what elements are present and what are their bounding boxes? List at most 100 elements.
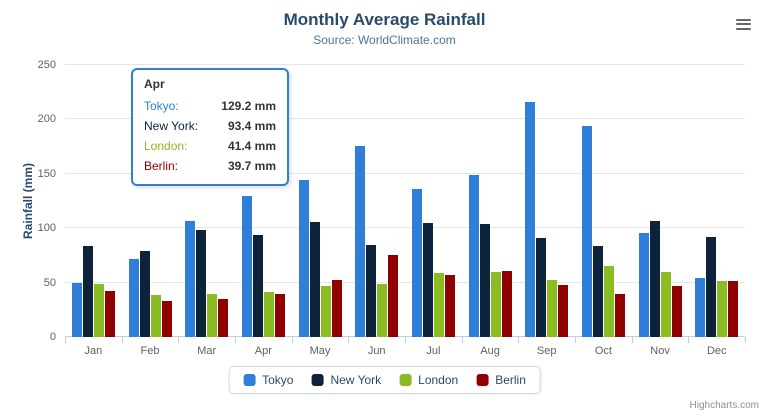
bar-berlin-jun[interactable] bbox=[388, 254, 399, 337]
y-axis-label: 150 bbox=[37, 167, 56, 180]
bar-new-york-may[interactable] bbox=[309, 221, 320, 337]
bar-tokyo-jan[interactable] bbox=[71, 282, 82, 337]
bar-london-jan[interactable] bbox=[93, 283, 104, 337]
bar-berlin-nov[interactable] bbox=[671, 286, 682, 337]
tooltip-rows: Tokyo: 129.2 mm New York: 93.4 mm London: 41.… bbox=[144, 96, 276, 176]
bar-london-aug[interactable] bbox=[490, 272, 501, 337]
bar-berlin-jan[interactable] bbox=[104, 290, 115, 337]
x-axis-tick bbox=[461, 337, 463, 343]
bar-berlin-may[interactable] bbox=[331, 279, 342, 337]
legend: Tokyo New York London Berlin bbox=[228, 366, 541, 394]
bar-tokyo-nov[interactable] bbox=[638, 233, 649, 337]
bar-london-nov[interactable] bbox=[660, 272, 671, 337]
bar-new-york-sep[interactable] bbox=[536, 237, 547, 337]
bar-group-sep bbox=[518, 65, 575, 337]
grid-line bbox=[65, 336, 745, 337]
credits-link[interactable]: Highcharts.com bbox=[689, 400, 759, 411]
bar-new-york-jul[interactable] bbox=[422, 222, 433, 337]
tooltip-series-value: 39.7 mm bbox=[227, 159, 276, 173]
bar-berlin-oct[interactable] bbox=[614, 294, 625, 337]
grid-line bbox=[65, 227, 745, 229]
bar-berlin-jul[interactable] bbox=[444, 274, 455, 337]
hamburger-icon bbox=[736, 18, 751, 30]
legend-item-new-york[interactable]: New York bbox=[311, 373, 381, 387]
bar-london-apr[interactable] bbox=[263, 291, 274, 337]
bar-london-jun[interactable] bbox=[377, 284, 388, 337]
tooltip-series-label: London: bbox=[144, 139, 188, 153]
y-axis-label: 250 bbox=[37, 59, 56, 71]
bar-tokyo-apr[interactable] bbox=[241, 196, 252, 337]
bar-new-york-dec[interactable] bbox=[706, 236, 717, 337]
grid-line bbox=[65, 118, 745, 120]
bar-group-may bbox=[292, 65, 349, 337]
legend-label: Berlin bbox=[495, 373, 526, 387]
bar-tokyo-aug[interactable] bbox=[468, 175, 479, 337]
chart-subtitle: Source: WorldClimate.com bbox=[313, 33, 456, 47]
bar-berlin-dec[interactable] bbox=[728, 281, 739, 337]
bar-new-york-oct[interactable] bbox=[592, 246, 603, 337]
bar-new-york-feb[interactable] bbox=[139, 251, 150, 337]
x-axis-label: Jan bbox=[84, 345, 103, 357]
legend-item-london[interactable]: London bbox=[399, 373, 458, 387]
bar-london-sep[interactable] bbox=[547, 280, 558, 337]
grid-line bbox=[65, 172, 745, 174]
bar-berlin-aug[interactable] bbox=[501, 271, 512, 337]
tooltip-series-value: 93.4 mm bbox=[227, 119, 276, 133]
grid-line bbox=[65, 281, 745, 283]
legend-label: New York bbox=[330, 373, 382, 387]
bar-berlin-feb[interactable] bbox=[161, 300, 172, 337]
bar-groups bbox=[65, 65, 745, 337]
x-axis-label: Nov bbox=[650, 345, 670, 357]
bar-london-feb[interactable] bbox=[150, 294, 161, 337]
bar-new-york-jun[interactable] bbox=[366, 245, 377, 337]
y-axis-label: 200 bbox=[37, 113, 56, 126]
bar-tokyo-oct[interactable] bbox=[581, 125, 592, 337]
bar-london-dec[interactable] bbox=[717, 281, 728, 337]
bar-london-mar[interactable] bbox=[207, 294, 218, 337]
tooltip-row: Berlin: 39.7 mm bbox=[144, 156, 276, 176]
bar-new-york-jan[interactable] bbox=[82, 246, 93, 337]
legend-item-berlin[interactable]: Berlin bbox=[476, 373, 526, 387]
legend-item-tokyo[interactable]: Tokyo bbox=[243, 373, 293, 387]
bar-tokyo-sep[interactable] bbox=[525, 101, 536, 337]
bar-group-oct bbox=[575, 65, 632, 337]
x-axis-label: May bbox=[309, 345, 331, 357]
bar-tokyo-feb[interactable] bbox=[128, 259, 139, 337]
bar-berlin-mar[interactable] bbox=[218, 299, 229, 337]
export-menu-button[interactable] bbox=[732, 12, 755, 36]
bar-new-york-mar[interactable] bbox=[196, 229, 207, 337]
x-axis-label: Apr bbox=[254, 345, 272, 357]
x-axis-tick bbox=[121, 337, 123, 343]
tooltip-series-label: Berlin: bbox=[144, 159, 179, 173]
bar-tokyo-jul[interactable] bbox=[411, 189, 422, 337]
x-axis-tick bbox=[178, 337, 180, 343]
bar-tokyo-jun[interactable] bbox=[355, 145, 366, 337]
bar-new-york-apr[interactable] bbox=[252, 235, 263, 337]
plot-area: Jan Feb Mar Apr May Jun Jul Aug Sep Oct Nov Dec Apr… bbox=[38, 59, 746, 357]
tooltip-series-label: Tokyo: bbox=[144, 99, 179, 113]
y-axis-label: 100 bbox=[37, 222, 56, 235]
x-axis-label: Aug bbox=[480, 345, 500, 357]
x-axis-tick bbox=[348, 337, 350, 343]
tooltip-series-value: 41.4 mm bbox=[227, 139, 276, 153]
bar-tokyo-mar[interactable] bbox=[185, 221, 196, 337]
bar-london-may[interactable] bbox=[320, 285, 331, 337]
tooltip-series-value: 129.2 mm bbox=[221, 99, 276, 113]
tooltip-series-label: New York: bbox=[144, 119, 199, 133]
bar-new-york-nov[interactable] bbox=[649, 221, 660, 337]
y-axis-label: 50 bbox=[43, 276, 56, 289]
bar-berlin-sep[interactable] bbox=[558, 285, 569, 337]
bar-tokyo-dec[interactable] bbox=[695, 277, 706, 337]
bar-berlin-apr[interactable] bbox=[274, 293, 285, 337]
bar-group-mar bbox=[178, 65, 235, 337]
bar-tokyo-may[interactable] bbox=[298, 180, 309, 337]
legend-label: Tokyo bbox=[262, 373, 294, 387]
x-axis-label: Jun bbox=[367, 345, 386, 357]
legend-marker-icon bbox=[476, 374, 489, 386]
bar-london-jul[interactable] bbox=[433, 272, 444, 337]
y-axis-label: 0 bbox=[49, 331, 56, 343]
bar-london-oct[interactable] bbox=[603, 266, 614, 337]
bar-new-york-aug[interactable] bbox=[479, 223, 490, 337]
x-axis-label: Dec bbox=[706, 345, 727, 357]
